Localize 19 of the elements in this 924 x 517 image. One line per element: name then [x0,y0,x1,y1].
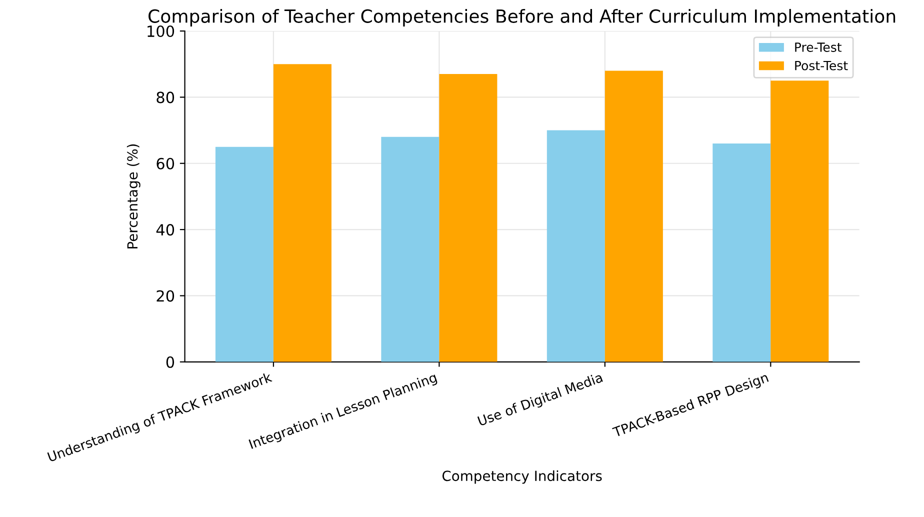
y-tick-label: 60 [156,158,174,170]
y-tick-label: 100 [148,25,174,38]
bar [215,146,274,362]
y-axis-title: Percentage (%) [126,144,140,248]
bar [770,80,829,362]
x-axis-title: Competency Indicators [442,470,602,484]
bar [381,136,440,362]
chart-title: Comparison of Teacher Competencies Before and After Curriculum Implementation [148,8,896,26]
bar [273,64,332,362]
y-tick-label: 80 [156,92,174,104]
bar [439,74,498,362]
y-tick-label: 0 [166,356,174,368]
legend-label: Post-Test [795,61,848,70]
y-tick-label: 40 [156,224,174,236]
bar [604,70,663,362]
legend-label: Pre-Test [795,42,842,52]
y-tick-label: 20 [156,290,174,302]
bar [546,130,605,362]
bar [712,144,771,362]
